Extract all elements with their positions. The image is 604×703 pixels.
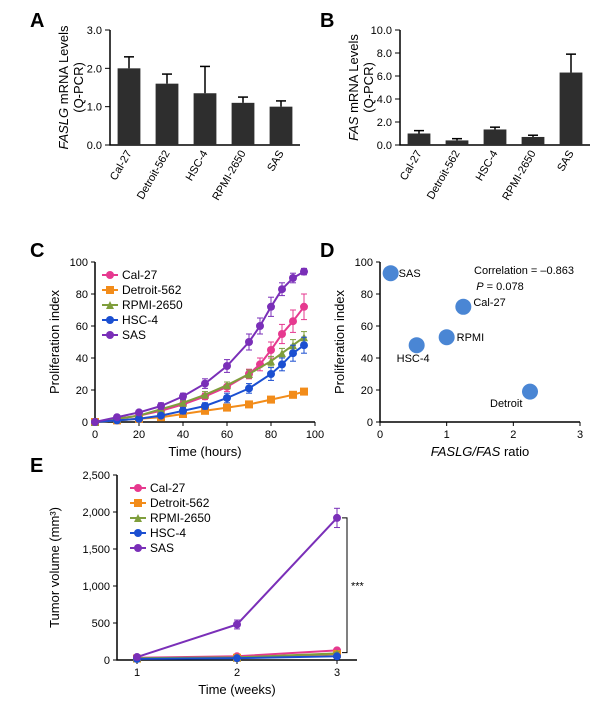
svg-text:1,000: 1,000 bbox=[82, 581, 110, 593]
svg-text:RPMI-2650: RPMI-2650 bbox=[500, 149, 538, 203]
svg-text:60: 60 bbox=[76, 321, 88, 333]
svg-text:SAS: SAS bbox=[265, 149, 286, 174]
svg-text:2: 2 bbox=[234, 667, 240, 679]
panel-label-e: E bbox=[30, 455, 43, 478]
svg-text:8.0: 8.0 bbox=[377, 48, 392, 60]
svg-text:500: 500 bbox=[92, 618, 110, 630]
svg-text:HSC-4: HSC-4 bbox=[150, 526, 186, 540]
svg-text:20: 20 bbox=[76, 385, 88, 397]
svg-text:RPMI: RPMI bbox=[457, 332, 485, 344]
svg-text:Cal-27: Cal-27 bbox=[122, 268, 158, 282]
svg-text:SAS: SAS bbox=[150, 541, 174, 555]
svg-text:2.0: 2.0 bbox=[87, 63, 102, 75]
chart-c: 0 20 40 60 80 100 0 20 40 60 80 100 Time (hours) Prol… bbox=[45, 250, 325, 460]
svg-text:0: 0 bbox=[82, 417, 88, 429]
svg-text:3: 3 bbox=[334, 667, 340, 679]
svg-text:HSC-4: HSC-4 bbox=[184, 149, 211, 184]
svg-text:FAS mRNA Levels: FAS mRNA Levels bbox=[346, 34, 361, 141]
svg-text:4.0: 4.0 bbox=[377, 94, 392, 106]
svg-text:20: 20 bbox=[133, 429, 145, 441]
svg-text:0.0: 0.0 bbox=[87, 140, 102, 152]
svg-text:1: 1 bbox=[134, 667, 140, 679]
svg-text:***: *** bbox=[351, 580, 365, 592]
svg-text:40: 40 bbox=[76, 353, 88, 365]
svg-text:1: 1 bbox=[444, 429, 450, 441]
chart-b: 0.0 2.0 4.0 6.0 8.0 10.0 Cal-27Detroit-562 HSC-… bbox=[340, 15, 600, 235]
svg-text:Detroit-562: Detroit-562 bbox=[122, 283, 182, 297]
svg-text:80: 80 bbox=[76, 289, 88, 301]
chart-a: 0.0 1.0 2.0 3.0 Cal-27Detroit-562 HSC-4RPMI-2… bbox=[50, 15, 310, 235]
svg-text:6.0: 6.0 bbox=[377, 71, 392, 83]
svg-text:Cal-27: Cal-27 bbox=[108, 149, 135, 183]
chart-e: 0 500 1,000 1,500 2,000 2,500 1 2 3 Time (weeks) T… bbox=[45, 463, 385, 698]
svg-text:0.0: 0.0 bbox=[377, 140, 392, 152]
svg-text:1.0: 1.0 bbox=[87, 102, 102, 114]
svg-text:P = 0.078: P = 0.078 bbox=[476, 281, 523, 293]
svg-text:Correlation = –0.863: Correlation = –0.863 bbox=[474, 265, 574, 277]
svg-text:40: 40 bbox=[177, 429, 189, 441]
svg-text:80: 80 bbox=[265, 429, 277, 441]
svg-text:3.0: 3.0 bbox=[87, 25, 102, 37]
svg-text:HSC-4: HSC-4 bbox=[397, 353, 430, 365]
svg-text:2,500: 2,500 bbox=[82, 470, 110, 482]
svg-text:Detroit: Detroit bbox=[490, 398, 522, 410]
svg-text:Detroit-562: Detroit-562 bbox=[135, 149, 173, 202]
chart-d: 0 20 40 60 80 100 0 1 2 3 SAS HSC-4 RPMI Cal-27 Detroi… bbox=[330, 250, 590, 460]
svg-text:FASLG/FAS ratio: FASLG/FAS ratio bbox=[431, 444, 530, 459]
svg-text:Proliferation index: Proliferation index bbox=[47, 289, 62, 394]
svg-text:FASLG mRNA Levels: FASLG mRNA Levels bbox=[56, 25, 71, 150]
svg-text:60: 60 bbox=[361, 321, 373, 333]
svg-text:RPMI-2650: RPMI-2650 bbox=[122, 298, 183, 312]
svg-text:(Q-PCR): (Q-PCR) bbox=[361, 62, 376, 113]
svg-text:Cal-27: Cal-27 bbox=[150, 481, 186, 495]
svg-text:HSC-4: HSC-4 bbox=[474, 149, 501, 184]
svg-text:0: 0 bbox=[367, 417, 373, 429]
svg-text:3: 3 bbox=[577, 429, 583, 441]
svg-text:Time (weeks): Time (weeks) bbox=[198, 682, 276, 697]
svg-text:SAS: SAS bbox=[122, 328, 146, 342]
svg-text:100: 100 bbox=[306, 429, 324, 441]
panel-label-a: A bbox=[30, 10, 44, 33]
svg-text:Detroit-562: Detroit-562 bbox=[425, 149, 463, 202]
svg-text:20: 20 bbox=[361, 385, 373, 397]
svg-text:10.0: 10.0 bbox=[371, 25, 392, 37]
svg-text:0: 0 bbox=[104, 655, 110, 667]
svg-text:60: 60 bbox=[221, 429, 233, 441]
svg-text:Time (hours): Time (hours) bbox=[168, 444, 241, 459]
svg-text:HSC-4: HSC-4 bbox=[122, 313, 158, 327]
panel-label-c: C bbox=[30, 240, 44, 263]
svg-text:1,500: 1,500 bbox=[82, 544, 110, 556]
svg-text:100: 100 bbox=[355, 257, 373, 269]
svg-text:RPMI-2650: RPMI-2650 bbox=[150, 511, 211, 525]
svg-text:2,000: 2,000 bbox=[82, 507, 110, 519]
panel-label-b: B bbox=[320, 10, 334, 33]
svg-text:0: 0 bbox=[92, 429, 98, 441]
svg-text:Proliferation index: Proliferation index bbox=[332, 289, 347, 394]
svg-text:2: 2 bbox=[510, 429, 516, 441]
svg-text:SAS: SAS bbox=[555, 149, 576, 174]
svg-text:0: 0 bbox=[377, 429, 383, 441]
svg-text:40: 40 bbox=[361, 353, 373, 365]
svg-text:80: 80 bbox=[361, 289, 373, 301]
svg-text:SAS: SAS bbox=[399, 268, 421, 280]
svg-text:Cal-27: Cal-27 bbox=[398, 149, 425, 183]
svg-text:2.0: 2.0 bbox=[377, 117, 392, 129]
svg-text:(Q-PCR): (Q-PCR) bbox=[71, 62, 86, 113]
svg-text:Cal-27: Cal-27 bbox=[473, 297, 505, 309]
svg-text:RPMI-2650: RPMI-2650 bbox=[210, 149, 248, 203]
svg-text:Tumor volume (mm³): Tumor volume (mm³) bbox=[47, 507, 62, 628]
svg-text:Detroit-562: Detroit-562 bbox=[150, 496, 210, 510]
svg-text:100: 100 bbox=[70, 257, 88, 269]
